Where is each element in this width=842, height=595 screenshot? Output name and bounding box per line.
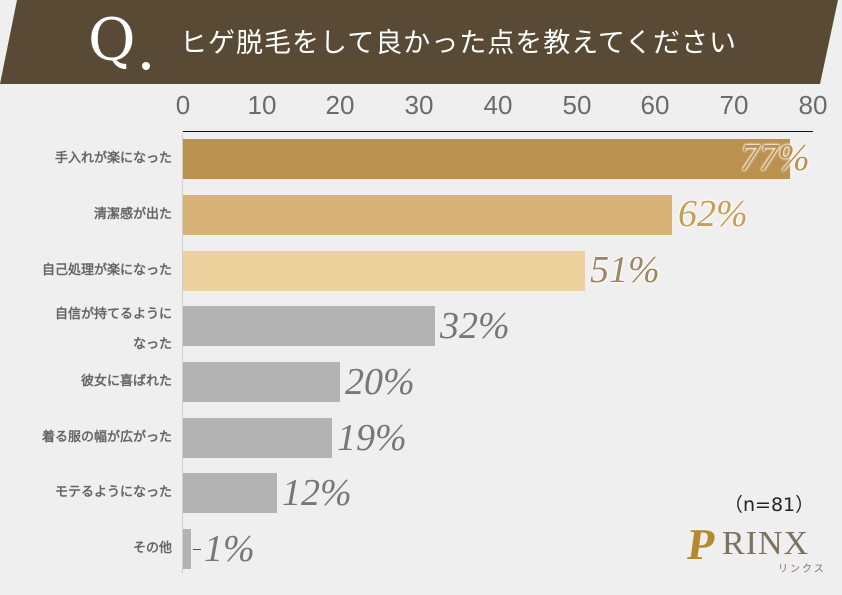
bar	[183, 473, 277, 513]
category-label: 着る服の幅が広がった	[41, 430, 172, 445]
tick-30: 30	[404, 90, 434, 120]
bar	[183, 139, 790, 179]
category-label: 彼女に喜ばれた	[80, 374, 172, 389]
x-axis-line	[183, 131, 813, 132]
bar	[183, 306, 435, 346]
tick-40: 40	[483, 90, 513, 120]
value-label: 12%	[282, 472, 352, 514]
q-dot	[142, 62, 150, 70]
tick-80: 80	[798, 90, 828, 120]
category-label: 手入れが楽になった	[54, 151, 172, 166]
sample-size: （n=81）	[724, 494, 815, 516]
category-label: モテるようになった	[54, 485, 172, 500]
category-label: その他	[132, 541, 172, 556]
tick-10: 10	[247, 90, 277, 120]
bar	[183, 529, 191, 569]
tick-50: 50	[562, 90, 592, 120]
category-label: 自己処理が楽になった	[41, 263, 172, 278]
category-label-line2: なった	[132, 337, 172, 352]
tick-20: 20	[325, 90, 355, 120]
value-label: 51%	[590, 249, 660, 291]
value-label: 20%	[345, 361, 415, 403]
tick-0: 0	[175, 90, 191, 120]
q-label: Q	[88, 6, 136, 74]
question-title: ヒゲ脱毛をして良かった点を教えてください	[180, 28, 738, 59]
bar	[183, 251, 585, 291]
logo-kana: リンクス	[778, 564, 826, 575]
value-label: 62%	[678, 193, 748, 235]
question-header: Q ヒゲ脱毛をして良かった点を教えてください	[0, 0, 842, 85]
tick-60: 60	[640, 90, 670, 120]
y-axis-line	[182, 131, 183, 573]
value-label: 77%	[740, 137, 810, 179]
value-label: 1%	[204, 528, 255, 570]
logo-p-mark: P	[684, 520, 719, 569]
bar	[183, 418, 332, 458]
value-label: 32%	[440, 305, 510, 347]
bar	[183, 195, 672, 235]
rinx-logo: P RINX リンクス	[682, 520, 832, 575]
header-banner	[0, 0, 838, 84]
category-label-line1: 自信が持てるように	[54, 307, 172, 322]
bar	[183, 362, 340, 402]
tick-70: 70	[719, 90, 749, 120]
logo-text: RINX	[722, 525, 810, 562]
leader-line	[193, 549, 201, 550]
value-label: 19%	[337, 417, 407, 459]
category-label: 清潔感が出た	[93, 207, 172, 222]
